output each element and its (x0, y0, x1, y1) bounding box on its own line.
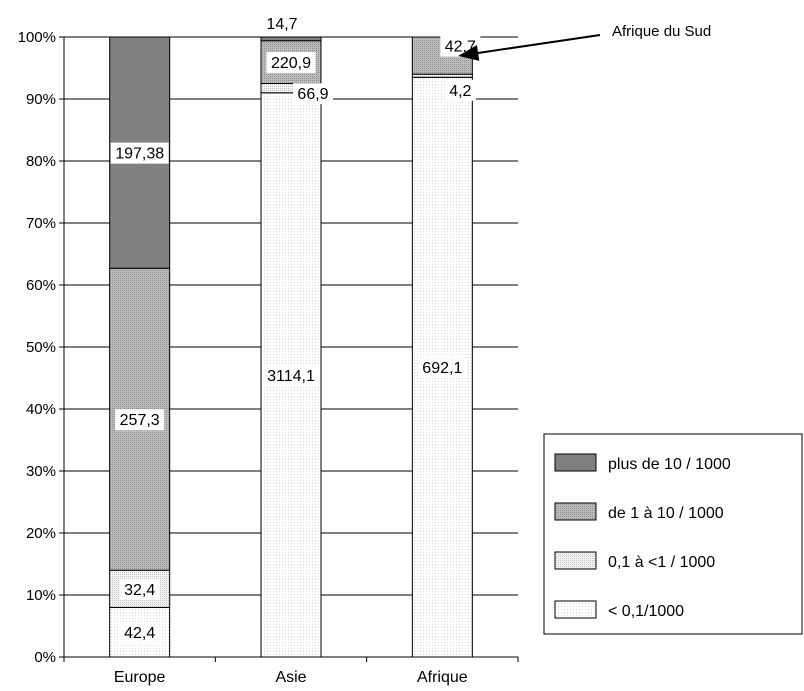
data-label-bg (266, 52, 316, 74)
x-tick-label: Afrique (417, 669, 468, 686)
y-tick-label: 20% (26, 525, 56, 542)
data-label-bg (293, 83, 333, 105)
legend-swatch (554, 453, 597, 472)
bar-segment (260, 36, 322, 42)
legend-label: 0,1 à <1 / 1000 (608, 554, 715, 571)
x-tick-label: Europe (114, 669, 166, 686)
y-tick-label: 60% (26, 277, 56, 294)
y-tick-label: 80% (26, 153, 56, 170)
y-tick-label: 0% (34, 649, 56, 666)
data-label-bg (119, 578, 160, 600)
data-label: 257,3 (120, 412, 160, 429)
data-label: 14,7 (266, 16, 297, 33)
legend-label: < 0,1/1000 (608, 603, 684, 620)
data-label-bg (119, 622, 160, 644)
y-tick-label: 10% (26, 587, 56, 604)
data-label: 42,4 (124, 625, 155, 642)
y-tick-label: 40% (26, 401, 56, 418)
data-label-bg (110, 142, 169, 164)
data-label: 197,38 (115, 146, 164, 163)
data-label-bg (444, 79, 476, 101)
y-tick-label: 30% (26, 463, 56, 480)
data-label: 3114,1 (267, 368, 315, 385)
axes: 0% 10% 20% 30% 40% 50% 60% 70% 80% 90% 100% Europe A… (18, 29, 519, 686)
data-label: 66,9 (297, 86, 328, 103)
bars (109, 36, 473, 658)
data-label-bg (262, 12, 302, 34)
legend: plus de 10 / 1000 de 1 à 10 / 1000 0,1 à <… (543, 433, 803, 635)
annotation-text: Afrique du Sud (612, 23, 711, 40)
y-tick-label: 50% (26, 339, 56, 356)
annotation-arrow (458, 34, 601, 61)
data-label: 4,2 (449, 83, 471, 100)
data-label-bg (115, 409, 165, 431)
legend-label: plus de 10 / 1000 (608, 456, 731, 473)
x-tick-label: Asie (275, 669, 306, 686)
legend-label: de 1 à 10 / 1000 (608, 505, 724, 522)
legend-swatch (554, 600, 597, 619)
data-label: 32,4 (124, 582, 155, 599)
y-tick-label: 90% (26, 91, 56, 108)
data-label-bg (417, 357, 467, 379)
legend-swatch (554, 502, 597, 521)
annotation: Afrique du Sud (458, 23, 711, 61)
data-label: 220,9 (271, 55, 311, 72)
y-tick-label: 70% (26, 215, 56, 232)
y-tick-label: 100% (18, 29, 56, 46)
data-label-bg (262, 364, 320, 386)
data-label: 692,1 (422, 360, 462, 377)
legend-swatch (554, 551, 597, 570)
